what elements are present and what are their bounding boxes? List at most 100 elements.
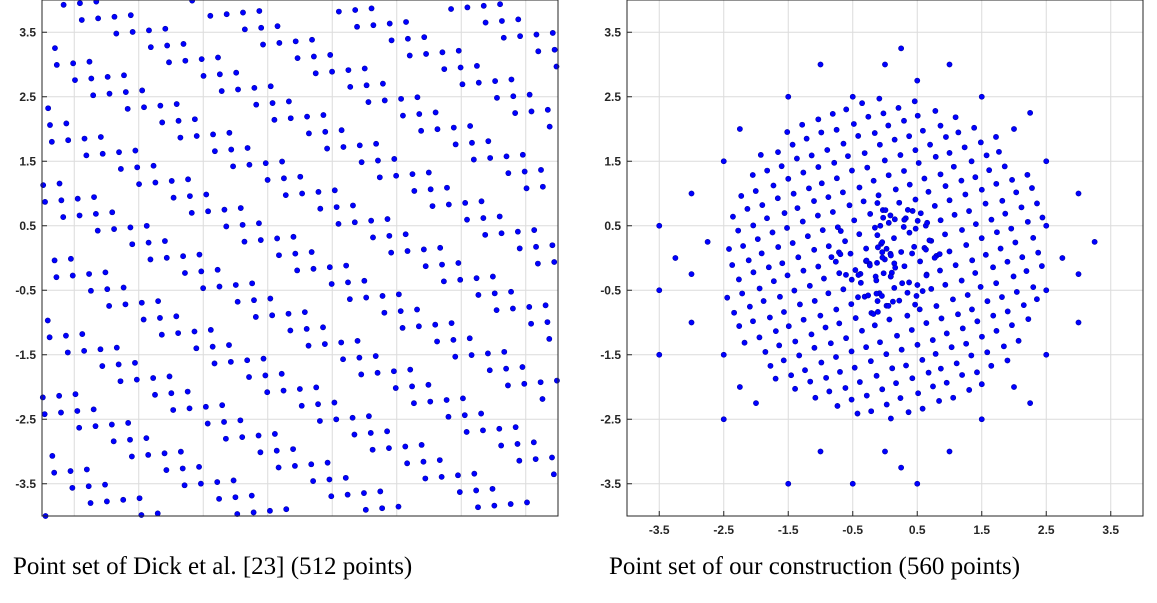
data-point — [127, 12, 134, 19]
data-point — [373, 140, 380, 147]
data-point — [867, 358, 874, 365]
data-point — [345, 67, 352, 73]
data-point — [310, 265, 317, 272]
data-point — [898, 464, 905, 471]
data-point — [901, 117, 907, 124]
y-tick-label: 1.5 — [19, 154, 36, 168]
data-point — [258, 24, 265, 31]
data-point — [825, 290, 832, 297]
data-point — [367, 430, 374, 436]
data-point — [474, 63, 480, 69]
data-point — [328, 281, 335, 287]
data-point — [885, 122, 892, 129]
data-point — [859, 100, 865, 107]
data-point — [933, 303, 940, 309]
data-point — [361, 277, 368, 284]
data-point — [1000, 343, 1007, 350]
data-point — [223, 11, 230, 18]
data-point — [885, 302, 892, 309]
data-point — [91, 194, 97, 200]
data-point — [226, 129, 233, 136]
data-point — [736, 384, 743, 390]
data-point — [873, 372, 880, 379]
data-point — [921, 175, 928, 182]
data-point — [962, 191, 969, 198]
data-point — [938, 315, 945, 322]
data-point — [784, 272, 791, 279]
data-point — [209, 343, 216, 350]
data-point — [290, 233, 297, 240]
y-tick-label: 0.5 — [604, 219, 621, 233]
data-point — [746, 303, 753, 310]
data-point — [486, 367, 493, 374]
data-point — [549, 30, 556, 36]
data-point — [804, 233, 811, 240]
data-point — [441, 66, 448, 73]
data-point — [499, 18, 505, 24]
data-point — [285, 98, 292, 105]
data-point — [959, 372, 965, 378]
data-point — [132, 147, 139, 154]
data-point — [533, 243, 539, 250]
data-point — [821, 275, 827, 282]
data-point — [909, 375, 916, 382]
data-point — [735, 227, 742, 234]
data-point — [904, 312, 911, 319]
data-point — [384, 216, 391, 222]
data-point — [779, 260, 786, 267]
data-point — [978, 381, 985, 388]
data-point — [958, 177, 965, 184]
data-point — [901, 168, 907, 174]
data-point — [544, 106, 551, 113]
data-point — [296, 386, 303, 392]
data-point — [834, 224, 841, 231]
data-point — [923, 320, 930, 326]
data-point — [308, 249, 315, 255]
data-point — [251, 297, 257, 304]
data-point — [930, 383, 936, 390]
data-point — [817, 448, 824, 455]
data-point — [102, 481, 108, 488]
data-point — [375, 157, 381, 164]
data-point — [845, 153, 851, 160]
y-tick-label: -3.5 — [15, 477, 36, 491]
data-point — [473, 275, 480, 282]
data-point — [848, 276, 855, 283]
data-point — [870, 177, 877, 184]
data-point — [925, 369, 932, 376]
data-point — [996, 148, 1002, 155]
data-point — [505, 170, 512, 177]
data-point — [815, 116, 822, 123]
data-point — [252, 314, 259, 320]
x-tick-label: -0.5 — [842, 523, 863, 537]
data-point — [1035, 249, 1042, 256]
data-point — [53, 62, 60, 68]
data-point — [656, 287, 663, 294]
data-point — [196, 251, 203, 258]
data-point — [811, 246, 818, 253]
data-point — [115, 361, 122, 368]
data-point — [321, 341, 328, 347]
data-point — [104, 73, 111, 80]
data-point — [909, 208, 916, 214]
data-point — [358, 371, 365, 378]
data-point — [230, 477, 237, 484]
data-point — [255, 432, 262, 439]
data-point — [166, 373, 173, 380]
data-point — [750, 318, 756, 325]
data-point — [781, 309, 787, 315]
data-point — [811, 344, 818, 351]
data-point — [164, 42, 171, 49]
data-point — [906, 133, 913, 140]
data-point — [546, 335, 553, 342]
data-point — [439, 49, 446, 56]
data-point — [1013, 189, 1020, 196]
y-tick-label: 1.5 — [604, 154, 621, 168]
data-point — [340, 144, 347, 150]
data-point — [427, 398, 434, 405]
data-point — [842, 385, 849, 391]
data-point — [274, 23, 281, 30]
data-point — [347, 83, 354, 90]
data-point — [386, 445, 392, 452]
data-point — [485, 350, 491, 357]
